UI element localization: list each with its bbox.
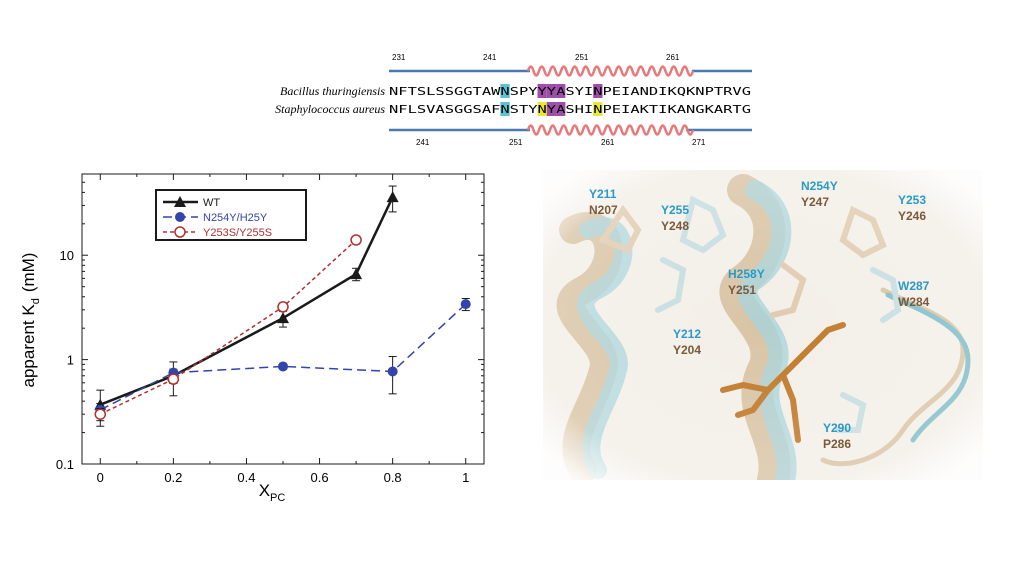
legend: WT N254Y/H25Y Y253S/Y255S bbox=[155, 189, 307, 241]
residue-highlight bbox=[500, 102, 510, 116]
residue-label-brown: Y247 bbox=[801, 195, 829, 209]
bottom-residue-number: 241 bbox=[416, 138, 430, 147]
sequence-alignment: 231 241 251 261 241 251 261 271 Bacillus… bbox=[275, 53, 752, 147]
bottom-residue-number: 261 bbox=[601, 138, 615, 147]
kd-chart: 0 0.2 0.4 0.6 0.8 1 0.1 1 10 XPC apparent Kd(mM)… bbox=[19, 173, 485, 504]
residue-label-cyan: Y253 bbox=[898, 193, 926, 207]
data-point bbox=[167, 373, 180, 385]
residue-label-cyan: H258Y bbox=[728, 267, 765, 281]
sequence-staph: NFLSVASGGSAFNSTYNYASHINPEIAKTIKANGKARTG bbox=[389, 103, 751, 116]
data-point bbox=[387, 366, 398, 377]
data-point bbox=[175, 212, 185, 222]
x-tick-label: 1 bbox=[462, 470, 469, 485]
residue-label-brown: Y246 bbox=[898, 209, 926, 223]
legend-label: WT bbox=[203, 197, 220, 209]
series-line bbox=[99, 239, 357, 415]
residue-label-brown: P286 bbox=[823, 437, 851, 451]
residue-highlight bbox=[556, 84, 566, 98]
residue-highlight bbox=[537, 102, 547, 116]
x-axis-label: XPC bbox=[259, 481, 286, 504]
data-point bbox=[277, 312, 289, 324]
data-point bbox=[174, 196, 186, 207]
residue-highlight bbox=[593, 102, 603, 116]
x-tick-label: 0 bbox=[97, 470, 104, 485]
data-point bbox=[460, 299, 471, 310]
data-point bbox=[350, 268, 363, 280]
helix-wave bbox=[526, 124, 695, 136]
residue-highlight bbox=[537, 84, 547, 98]
species-label-bacillus: Bacillus thuringiensis bbox=[280, 84, 385, 98]
y-tick-label: 0.1 bbox=[56, 457, 74, 472]
residue-label-cyan: Y290 bbox=[823, 421, 851, 435]
residue-highlight bbox=[593, 84, 603, 98]
data-point bbox=[386, 191, 399, 203]
helix-coil bbox=[526, 65, 695, 136]
residue-highlight bbox=[556, 102, 566, 116]
top-residue-number: 261 bbox=[666, 53, 680, 62]
y-tick-label: 1 bbox=[67, 353, 74, 368]
residue-label-brown: Y204 bbox=[673, 343, 701, 357]
x-tick-label: 0.4 bbox=[237, 470, 255, 485]
residue-highlight bbox=[546, 84, 557, 98]
helix-wave bbox=[526, 65, 695, 77]
y-axis-label: apparent Kd(mM) bbox=[19, 253, 42, 388]
legend-label: Y253S/Y255S bbox=[203, 227, 272, 239]
sequence-bacillus: NFTSLSSGGTAWNSPYYYASYINPEIANDIKQKNPTRVG bbox=[389, 85, 751, 98]
residue-label-cyan: Y255 bbox=[661, 203, 689, 217]
residue-label-brown: Y251 bbox=[728, 283, 756, 297]
data-point bbox=[278, 361, 288, 372]
series-2 bbox=[94, 234, 362, 422]
legend-label: N254Y/H25Y bbox=[203, 212, 268, 224]
x-tick-label: 0.8 bbox=[384, 470, 402, 485]
x-tick-label: 0.6 bbox=[311, 470, 329, 485]
residue-label-cyan: N254Y bbox=[801, 179, 838, 193]
residue-label-brown: W284 bbox=[898, 295, 930, 309]
residue-label-cyan: Y211 bbox=[589, 187, 617, 201]
residue-label-cyan: Y212 bbox=[673, 327, 701, 341]
y-tick-label: 10 bbox=[60, 248, 74, 263]
residue-highlight bbox=[500, 84, 510, 98]
top-residue-number: 231 bbox=[392, 53, 406, 62]
top-residue-number: 251 bbox=[575, 53, 589, 62]
residue-label-cyan: W287 bbox=[898, 279, 930, 293]
data-point bbox=[174, 226, 186, 238]
protein-structure: Y211 N207 Y255 Y248 N254Y Y247 Y253 Y246 H258Y Y2… bbox=[543, 170, 983, 480]
residue-label-brown: Y248 bbox=[661, 219, 689, 233]
bottom-residue-number: 271 bbox=[692, 138, 706, 147]
top-residue-number: 241 bbox=[483, 53, 497, 62]
structure-vignette bbox=[543, 170, 983, 480]
residue-label-brown: N207 bbox=[589, 203, 618, 217]
data-point bbox=[350, 234, 362, 246]
data-point bbox=[94, 408, 107, 420]
species-label-staph: Staphylococcus aureus bbox=[275, 102, 385, 116]
bottom-residue-number: 251 bbox=[509, 138, 523, 147]
residue-highlight bbox=[546, 102, 557, 116]
data-point bbox=[277, 301, 289, 313]
x-tick-label: 0.2 bbox=[164, 470, 182, 485]
